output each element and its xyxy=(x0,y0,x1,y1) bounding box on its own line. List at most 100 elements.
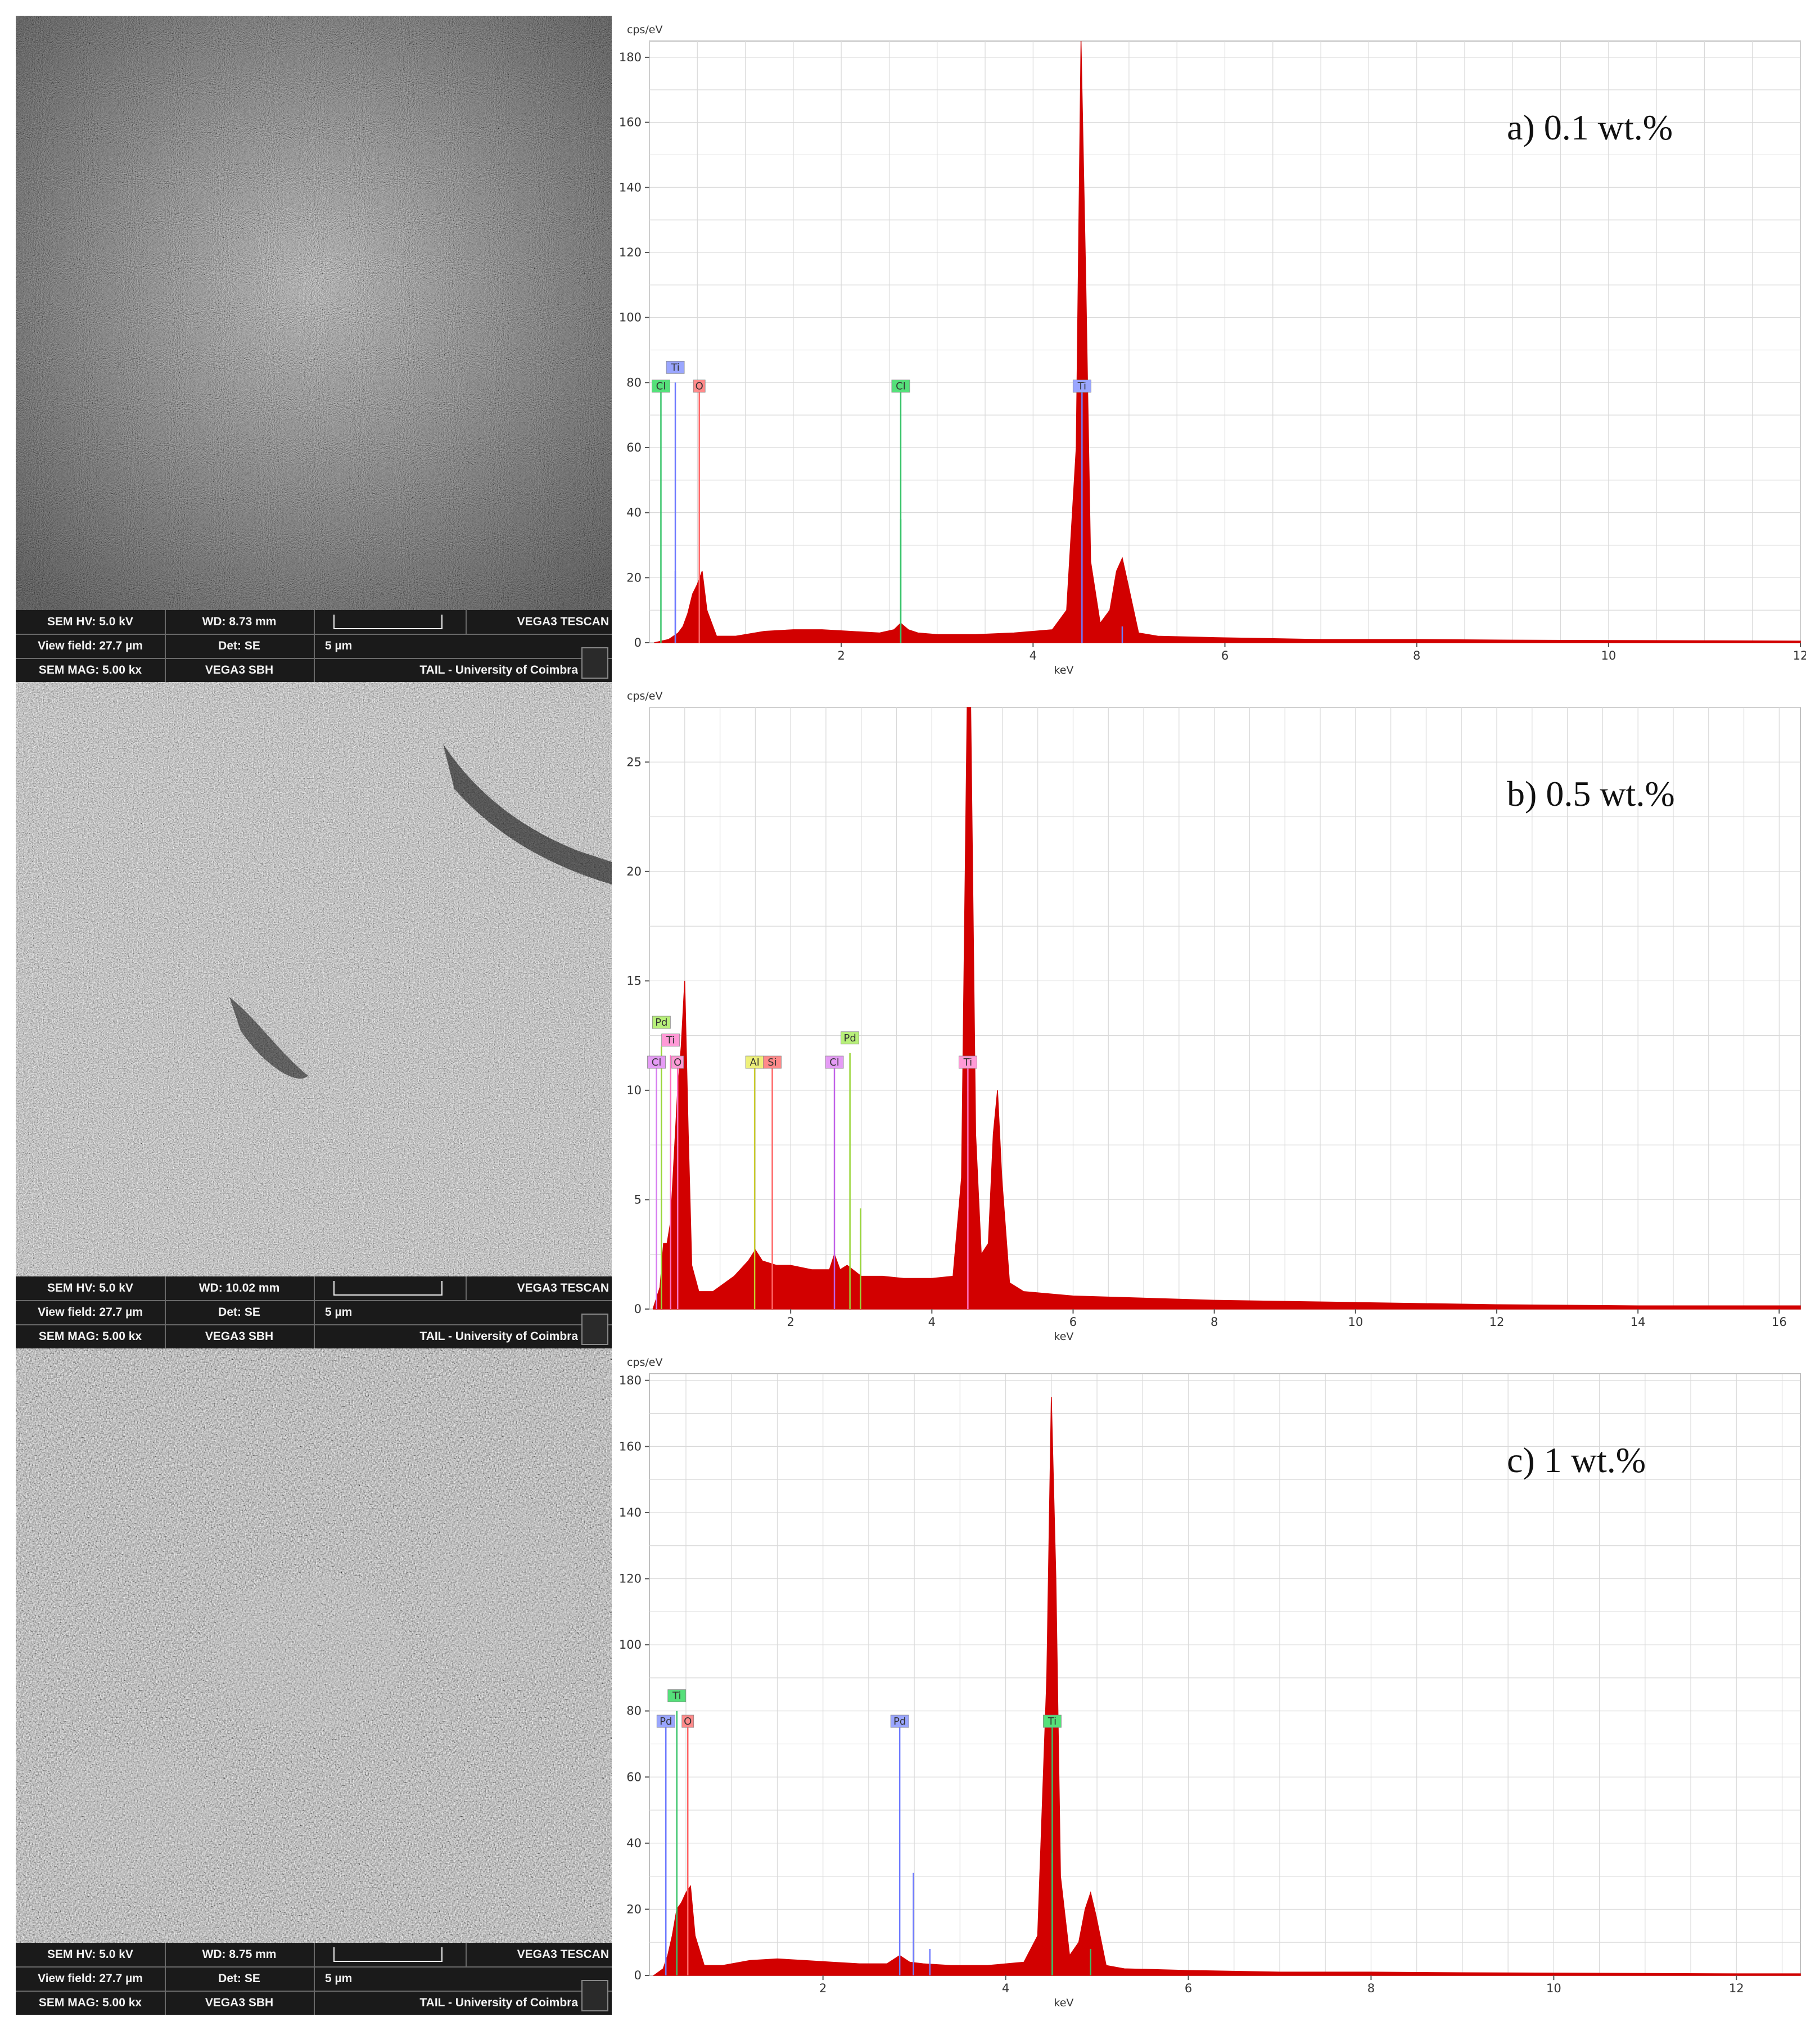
x-tick-label: 6 xyxy=(1069,1315,1077,1329)
tescan-logo-icon xyxy=(581,1314,608,1345)
element-label: Pd xyxy=(656,1714,675,1728)
y-tick-label: 120 xyxy=(619,246,642,259)
sem-model: VEGA3 SBH xyxy=(205,1996,274,2009)
element-label-text: O xyxy=(696,381,703,392)
sem-micrograph xyxy=(16,682,612,1276)
scale-bar xyxy=(333,1947,443,1962)
sem-texture xyxy=(16,16,612,610)
sem-lab: TAIL - University of Coimbra xyxy=(419,1996,578,2009)
y-tick-label: 100 xyxy=(619,311,642,324)
concentration-annotation: b) 0.5 wt.% xyxy=(1507,774,1675,814)
x-tick-label: 16 xyxy=(1772,1315,1787,1329)
tescan-logo-icon xyxy=(581,647,608,679)
element-label-box xyxy=(666,360,685,374)
element-label-text: Pd xyxy=(655,1017,667,1028)
sem-mag: SEM MAG: 5.00 kx xyxy=(38,1996,142,2009)
y-tick-label: 180 xyxy=(619,1374,642,1387)
element-label-box xyxy=(958,1055,977,1069)
x-tick-label: 12 xyxy=(1489,1315,1505,1329)
y-tick-label: 5 xyxy=(634,1193,642,1206)
sem-brand: VEGA3 TESCAN xyxy=(517,615,609,628)
y-axis-label: cps/eV xyxy=(627,24,663,36)
sem-mag: SEM MAG: 5.00 kx xyxy=(38,664,142,676)
element-label: Cl xyxy=(647,1055,666,1069)
element-label-box xyxy=(763,1055,782,1069)
y-tick-label: 100 xyxy=(619,1638,642,1652)
y-tick-label: 120 xyxy=(619,1572,642,1586)
sem-view-field: View field: 27.7 µm xyxy=(38,1972,143,1985)
element-label-text: Ti xyxy=(1077,381,1086,392)
chart-b: Cl Pd Ti O Al Si Cl Pd Ti 0 5 10 15 20 25 2 4 6 8 10 12 14 16 c… xyxy=(626,690,1801,1343)
element-label: Cl xyxy=(652,380,670,393)
element-label: O xyxy=(681,1714,694,1728)
element-label: Cl xyxy=(891,380,910,393)
eds-spectrum-b: Cl Pd Ti O Al Si Cl Pd Ti 0 5 10 15 20 25 2 4 6 8 10 12 14 16 c… xyxy=(613,682,1806,1348)
element-label-text: Pd xyxy=(893,1716,906,1727)
panel-c: SEM HV: 5.0 kV WD: 8.75 mm VEGA3 TESCAN … xyxy=(0,1348,1806,2015)
element-label: Ti xyxy=(958,1055,977,1069)
element-label: Pd xyxy=(890,1714,909,1728)
element-label-text: Pd xyxy=(660,1716,672,1727)
sem-image-a: SEM HV: 5.0 kV WD: 8.73 mm VEGA3 TESCAN … xyxy=(16,16,612,682)
sem-info-bar: SEM HV: 5.0 kV WD: 10.02 mm VEGA3 TESCAN… xyxy=(16,1276,612,1348)
sem-image-b: SEM HV: 5.0 kV WD: 10.02 mm VEGA3 TESCAN… xyxy=(16,682,612,1348)
element-label-box xyxy=(890,1714,909,1728)
element-label-text: Cl xyxy=(829,1057,839,1068)
y-tick-label: 80 xyxy=(626,376,642,389)
y-tick-label: 180 xyxy=(619,51,642,64)
y-tick-label: 20 xyxy=(626,1902,642,1916)
element-label-text: O xyxy=(674,1057,681,1068)
element-label-text: Ti xyxy=(670,362,679,373)
sem-lab: TAIL - University of Coimbra xyxy=(419,1330,578,1343)
element-label: Ti xyxy=(1043,1714,1062,1728)
spectrum-area xyxy=(652,707,1801,1310)
x-tick-label: 12 xyxy=(1793,649,1806,662)
sem-brand: VEGA3 TESCAN xyxy=(517,1948,609,1961)
x-tick-label: 14 xyxy=(1631,1315,1646,1329)
chart-a: Cl Ti O Cl Ti 0 20 40 60 80 100 120 140 160 180 2 4 6 8 10 1… xyxy=(619,24,1806,676)
y-tick-label: 15 xyxy=(626,974,642,987)
plot-area xyxy=(649,1373,1801,1976)
sem-detector: Det: SE xyxy=(218,1972,260,1985)
sem-micrograph xyxy=(16,16,612,610)
y-tick-label: 60 xyxy=(626,441,642,454)
sem-detector: Det: SE xyxy=(218,639,260,652)
element-label-box xyxy=(681,1714,694,1728)
element-label-box xyxy=(652,1016,671,1029)
x-tick-label: 10 xyxy=(1348,1315,1363,1329)
y-tick-label: 40 xyxy=(626,1837,642,1850)
scale-bar-label: 5 µm xyxy=(325,1972,353,1985)
element-label-text: Ti xyxy=(666,1035,675,1046)
y-tick-label: 40 xyxy=(626,506,642,520)
element-label-text: Cl xyxy=(652,1057,662,1068)
element-label-text: Ti xyxy=(672,1690,681,1702)
element-label-text: Cl xyxy=(656,381,666,392)
sem-wd: WD: 8.75 mm xyxy=(202,1948,277,1961)
x-tick-label: 2 xyxy=(787,1315,794,1329)
tescan-logo-icon xyxy=(581,1980,608,2011)
x-tick-label: 4 xyxy=(928,1315,936,1329)
scale-bar xyxy=(333,615,443,629)
panel-b: SEM HV: 5.0 kV WD: 10.02 mm VEGA3 TESCAN… xyxy=(0,682,1806,1348)
sem-info-bar: SEM HV: 5.0 kV WD: 8.73 mm VEGA3 TESCAN … xyxy=(16,610,612,682)
x-tick-label: 6 xyxy=(1185,1982,1192,1995)
y-tick-label: 0 xyxy=(634,636,642,649)
element-label-box xyxy=(693,380,706,393)
sem-hv: SEM HV: 5.0 kV xyxy=(47,615,133,628)
element-label-box xyxy=(841,1031,860,1045)
eds-spectrum-c: Pd Ti O Pd Ti 0 20 40 60 80 100 120 140 160 180 2 4 6 8 10 1… xyxy=(613,1348,1806,2015)
sem-wd: WD: 8.73 mm xyxy=(202,615,277,628)
x-tick-label: 8 xyxy=(1211,1315,1218,1329)
y-tick-label: 160 xyxy=(619,1440,642,1453)
element-label: Cl xyxy=(825,1055,844,1069)
element-label-box xyxy=(647,1055,666,1069)
element-label-box xyxy=(661,1034,680,1047)
sem-hv: SEM HV: 5.0 kV xyxy=(47,1948,133,1961)
y-tick-label: 140 xyxy=(619,181,642,194)
y-tick-label: 20 xyxy=(626,865,642,878)
y-tick-label: 10 xyxy=(626,1084,642,1097)
y-tick-label: 25 xyxy=(626,755,642,769)
sem-view-field: View field: 27.7 µm xyxy=(38,1306,143,1319)
sem-hv: SEM HV: 5.0 kV xyxy=(47,1282,133,1294)
y-tick-label: 0 xyxy=(634,1969,642,1982)
